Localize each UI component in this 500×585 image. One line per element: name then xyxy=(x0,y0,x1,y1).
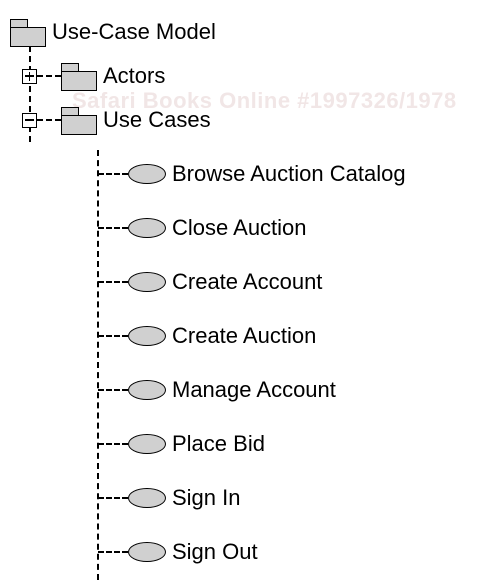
usecase-item[interactable]: Sign Out xyxy=(10,530,500,574)
root-label: Use-Case Model xyxy=(52,19,216,45)
connector-h xyxy=(98,335,128,337)
usecase-item[interactable]: Create Auction xyxy=(10,314,500,358)
usecase-label: Browse Auction Catalog xyxy=(172,161,406,187)
usecase-label: Create Account xyxy=(172,269,322,295)
usecase-item[interactable]: Manage Account xyxy=(10,368,500,412)
usecase-label: Sign Out xyxy=(172,539,258,565)
usecase-item[interactable]: Sign In xyxy=(10,476,500,520)
usecase-item[interactable]: Place Bid xyxy=(10,422,500,466)
use-cases-label: Use Cases xyxy=(103,107,211,133)
connector-h xyxy=(98,443,128,445)
usecase-label: Manage Account xyxy=(172,377,336,403)
connector-h xyxy=(37,119,61,121)
usecase-label: Place Bid xyxy=(172,431,265,457)
connector-h xyxy=(98,281,128,283)
usecase-icon xyxy=(128,164,166,184)
use-case-tree: Safari Books Online #1997326/1978 Use-Ca… xyxy=(10,10,500,574)
usecase-icon xyxy=(128,542,166,562)
connector-h xyxy=(37,75,61,77)
expander-minus-icon[interactable] xyxy=(22,113,37,128)
usecase-icon xyxy=(128,488,166,508)
usecase-icon xyxy=(128,218,166,238)
actors-label: Actors xyxy=(103,63,165,89)
connector-h xyxy=(98,389,128,391)
root-node[interactable]: Use-Case Model xyxy=(10,10,500,54)
connector-h xyxy=(98,497,128,499)
node-use-cases[interactable]: Use Cases xyxy=(10,98,500,142)
folder-icon xyxy=(10,19,46,45)
usecase-label: Sign In xyxy=(172,485,241,511)
folder-icon xyxy=(61,107,97,133)
usecase-icon xyxy=(128,326,166,346)
folder-icon xyxy=(61,63,97,89)
usecase-item[interactable]: Create Account xyxy=(10,260,500,304)
connector-h xyxy=(98,173,128,175)
expander-plus-icon[interactable] xyxy=(22,69,37,84)
usecase-icon xyxy=(128,434,166,454)
connector-h xyxy=(98,227,128,229)
usecase-icon xyxy=(128,272,166,292)
node-actors[interactable]: Actors xyxy=(10,54,500,98)
usecase-label: Close Auction xyxy=(172,215,307,241)
usecase-label: Create Auction xyxy=(172,323,316,349)
connector-h xyxy=(98,551,128,553)
usecase-item[interactable]: Browse Auction Catalog xyxy=(10,152,500,196)
usecase-icon xyxy=(128,380,166,400)
usecase-item[interactable]: Close Auction xyxy=(10,206,500,250)
